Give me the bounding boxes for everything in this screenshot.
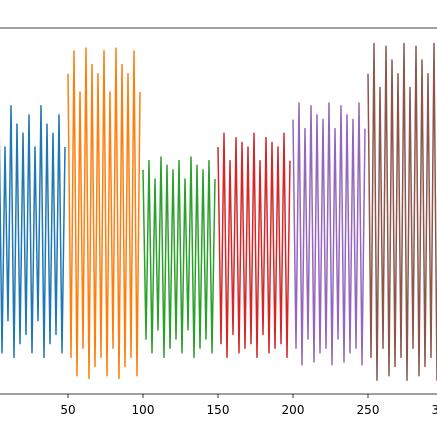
data-line	[217, 132, 291, 359]
x-tick-label: 300	[432, 403, 437, 417]
x-tick-label: 150	[207, 403, 230, 417]
x-tick-label: 50	[60, 403, 75, 417]
x-tick-label: 100	[132, 403, 155, 417]
x-tick-label: 200	[282, 403, 305, 417]
data-line	[367, 42, 437, 382]
data-line	[0, 105, 66, 359]
data-line	[67, 47, 141, 380]
data-line	[142, 156, 216, 359]
data-line	[292, 102, 366, 366]
x-tick-label: 250	[357, 403, 380, 417]
